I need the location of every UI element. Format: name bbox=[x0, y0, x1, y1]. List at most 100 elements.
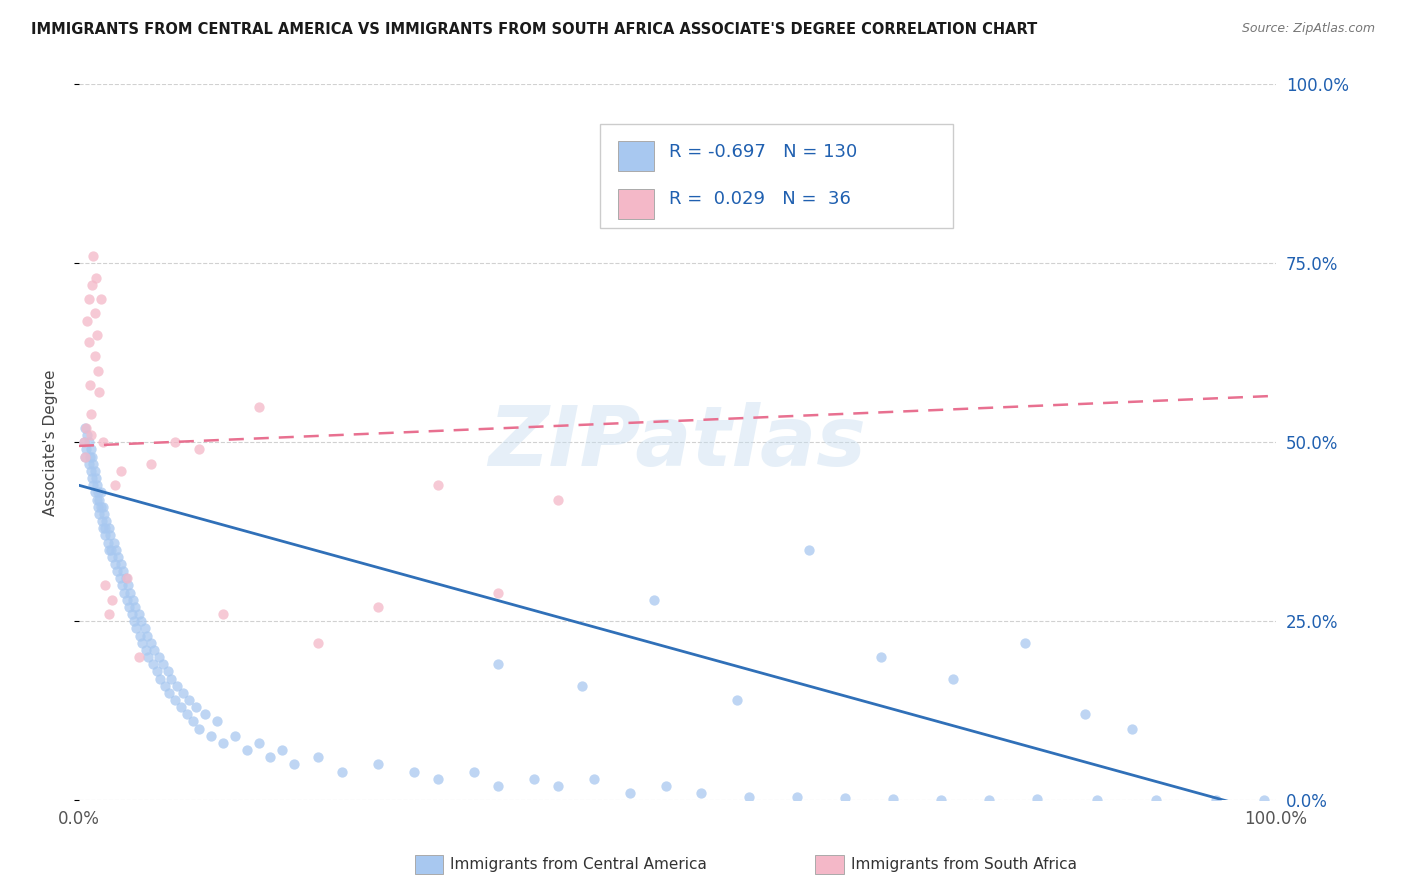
Point bbox=[91, 500, 114, 514]
Point bbox=[799, 542, 821, 557]
Point bbox=[547, 779, 569, 793]
Point bbox=[194, 707, 217, 722]
Point bbox=[153, 679, 176, 693]
Point bbox=[84, 471, 107, 485]
Point bbox=[86, 328, 108, 343]
Point bbox=[690, 786, 713, 800]
Point bbox=[1025, 792, 1047, 806]
Point bbox=[486, 657, 509, 672]
Point bbox=[97, 521, 120, 535]
Point bbox=[94, 528, 117, 542]
Point bbox=[149, 672, 172, 686]
Point bbox=[83, 350, 105, 364]
Point bbox=[163, 435, 186, 450]
Point bbox=[77, 292, 100, 306]
Point bbox=[82, 457, 104, 471]
Point bbox=[96, 514, 118, 528]
Point bbox=[97, 607, 120, 621]
Point bbox=[786, 789, 808, 804]
Point bbox=[330, 764, 353, 779]
Point bbox=[142, 657, 165, 672]
Point bbox=[115, 571, 138, 585]
Point bbox=[547, 492, 569, 507]
Point bbox=[121, 592, 143, 607]
Point bbox=[89, 500, 111, 514]
Point bbox=[73, 450, 96, 464]
Point bbox=[582, 772, 605, 786]
FancyBboxPatch shape bbox=[600, 124, 953, 227]
Point bbox=[129, 629, 152, 643]
Point bbox=[186, 700, 208, 714]
Point bbox=[427, 772, 450, 786]
Point bbox=[942, 672, 965, 686]
Point bbox=[77, 435, 100, 450]
Point bbox=[115, 592, 138, 607]
Point bbox=[101, 592, 124, 607]
Point bbox=[83, 485, 105, 500]
Point bbox=[118, 599, 141, 614]
Point bbox=[235, 743, 257, 757]
Point bbox=[104, 557, 127, 571]
Point bbox=[156, 665, 179, 679]
Point bbox=[882, 792, 904, 806]
Point bbox=[73, 435, 96, 450]
Point bbox=[101, 549, 124, 564]
Y-axis label: Associate's Degree: Associate's Degree bbox=[44, 369, 58, 516]
Point bbox=[86, 492, 108, 507]
Point bbox=[163, 693, 186, 707]
Point bbox=[93, 507, 115, 521]
Point bbox=[89, 507, 111, 521]
Point bbox=[170, 700, 193, 714]
Point bbox=[121, 607, 143, 621]
Point bbox=[89, 292, 111, 306]
Point bbox=[139, 636, 162, 650]
Point bbox=[89, 385, 111, 400]
Point bbox=[75, 442, 97, 457]
Point bbox=[1144, 792, 1167, 806]
Point bbox=[97, 542, 120, 557]
Bar bbox=[617, 142, 654, 171]
Point bbox=[107, 549, 129, 564]
Point bbox=[89, 492, 111, 507]
Point bbox=[100, 542, 122, 557]
Point bbox=[91, 435, 114, 450]
Point bbox=[87, 485, 110, 500]
Point bbox=[82, 471, 104, 485]
Point bbox=[834, 791, 856, 805]
Point bbox=[148, 650, 170, 665]
Point bbox=[205, 714, 228, 729]
Point bbox=[307, 750, 329, 764]
Point bbox=[307, 636, 329, 650]
Point bbox=[427, 478, 450, 492]
Point bbox=[120, 585, 142, 599]
Point bbox=[247, 400, 270, 414]
Point bbox=[73, 450, 96, 464]
Point bbox=[224, 729, 246, 743]
Text: IMMIGRANTS FROM CENTRAL AMERICA VS IMMIGRANTS FROM SOUTH AFRICA ASSOCIATE'S DEGR: IMMIGRANTS FROM CENTRAL AMERICA VS IMMIG… bbox=[31, 22, 1038, 37]
Text: R = -0.697   N = 130: R = -0.697 N = 130 bbox=[669, 143, 858, 161]
Text: Immigrants from South Africa: Immigrants from South Africa bbox=[851, 857, 1077, 871]
Point bbox=[124, 599, 146, 614]
Point bbox=[82, 478, 104, 492]
Point bbox=[486, 779, 509, 793]
Point bbox=[94, 521, 117, 535]
Point bbox=[176, 707, 198, 722]
Point bbox=[111, 578, 134, 592]
Point bbox=[91, 521, 114, 535]
Point bbox=[83, 306, 105, 320]
Point bbox=[112, 564, 135, 578]
Point bbox=[211, 736, 233, 750]
Point bbox=[103, 535, 125, 549]
Point bbox=[486, 585, 509, 599]
Point bbox=[79, 450, 101, 464]
Point bbox=[90, 514, 112, 528]
Point bbox=[143, 643, 166, 657]
Point bbox=[463, 764, 485, 779]
Point bbox=[139, 457, 162, 471]
Point bbox=[138, 650, 160, 665]
Point bbox=[571, 679, 593, 693]
Point bbox=[83, 464, 105, 478]
Point bbox=[977, 792, 1000, 806]
Point bbox=[82, 249, 104, 263]
Text: Source: ZipAtlas.com: Source: ZipAtlas.com bbox=[1241, 22, 1375, 36]
